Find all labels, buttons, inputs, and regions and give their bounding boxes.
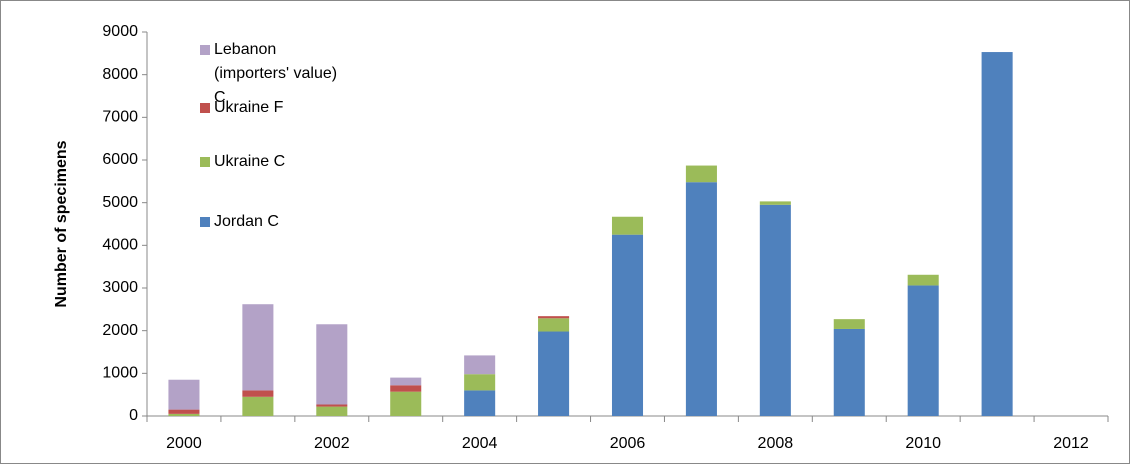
bar-segment bbox=[907, 274, 939, 286]
bar-segment bbox=[833, 328, 865, 416]
bar-segment bbox=[168, 409, 200, 414]
bar-segment bbox=[316, 404, 348, 407]
legend-label: Jordan C bbox=[214, 213, 279, 230]
y-tick-label: 0 bbox=[129, 407, 138, 424]
x-tick-label: 2000 bbox=[166, 435, 202, 452]
bar-segment bbox=[242, 390, 274, 397]
bar-segment bbox=[538, 331, 570, 416]
bar-segment bbox=[316, 324, 348, 405]
bar-segment bbox=[464, 355, 496, 375]
bar-segment bbox=[168, 379, 200, 410]
legend-label: Ukraine C bbox=[214, 153, 286, 170]
bar-segment bbox=[390, 377, 422, 386]
legend-swatch bbox=[200, 157, 210, 167]
bar-segment bbox=[611, 234, 644, 416]
bar-segment bbox=[907, 285, 939, 416]
y-tick-label: 6000 bbox=[102, 151, 138, 168]
legend-swatch bbox=[200, 45, 210, 55]
x-tick-label: 2008 bbox=[758, 435, 794, 452]
bar-segment bbox=[759, 201, 791, 205]
y-axis-label: Number of specimens bbox=[53, 140, 70, 307]
legend-item: Lebanon (importers' value) C bbox=[200, 38, 340, 110]
bar-segment bbox=[833, 319, 865, 329]
x-tick-label: 2012 bbox=[1053, 435, 1089, 452]
bar-segment bbox=[390, 385, 422, 392]
bar-segment bbox=[759, 204, 791, 416]
bar-segment bbox=[611, 216, 644, 235]
x-tick-label: 2002 bbox=[314, 435, 350, 452]
bar-segment bbox=[538, 316, 570, 319]
legend-item: Jordan C bbox=[200, 210, 340, 234]
legend-label: Lebanon (importers' value) C bbox=[214, 41, 338, 106]
y-tick-label: 5000 bbox=[102, 194, 138, 211]
x-tick-label: 2010 bbox=[905, 435, 941, 452]
bar-segment bbox=[464, 390, 496, 416]
bar-segment bbox=[685, 165, 717, 183]
legend-item: Ukraine C bbox=[200, 150, 340, 174]
y-tick-label: 9000 bbox=[102, 23, 138, 40]
bar-segment bbox=[390, 391, 422, 416]
bar-segment bbox=[685, 182, 717, 416]
legend-item: Ukraine F bbox=[200, 96, 340, 120]
y-tick-label: 1000 bbox=[102, 365, 138, 382]
legend-swatch bbox=[200, 103, 210, 113]
bar-segment bbox=[981, 52, 1013, 416]
y-tick-label: 2000 bbox=[102, 322, 138, 339]
y-tick-label: 8000 bbox=[102, 66, 138, 83]
x-tick-label: 2006 bbox=[610, 435, 646, 452]
bar-segment bbox=[242, 396, 274, 416]
y-tick-label: 3000 bbox=[102, 279, 138, 296]
bar-segment bbox=[538, 318, 570, 332]
bar-segment bbox=[242, 304, 274, 391]
bar-segment bbox=[464, 374, 496, 391]
x-tick-label: 2004 bbox=[462, 435, 498, 452]
bar-segment bbox=[168, 413, 200, 416]
y-tick-label: 7000 bbox=[102, 109, 138, 126]
legend-swatch bbox=[200, 217, 210, 227]
y-tick-label: 4000 bbox=[102, 237, 138, 254]
legend-label: Ukraine F bbox=[214, 99, 284, 116]
bar-segment bbox=[316, 406, 348, 416]
